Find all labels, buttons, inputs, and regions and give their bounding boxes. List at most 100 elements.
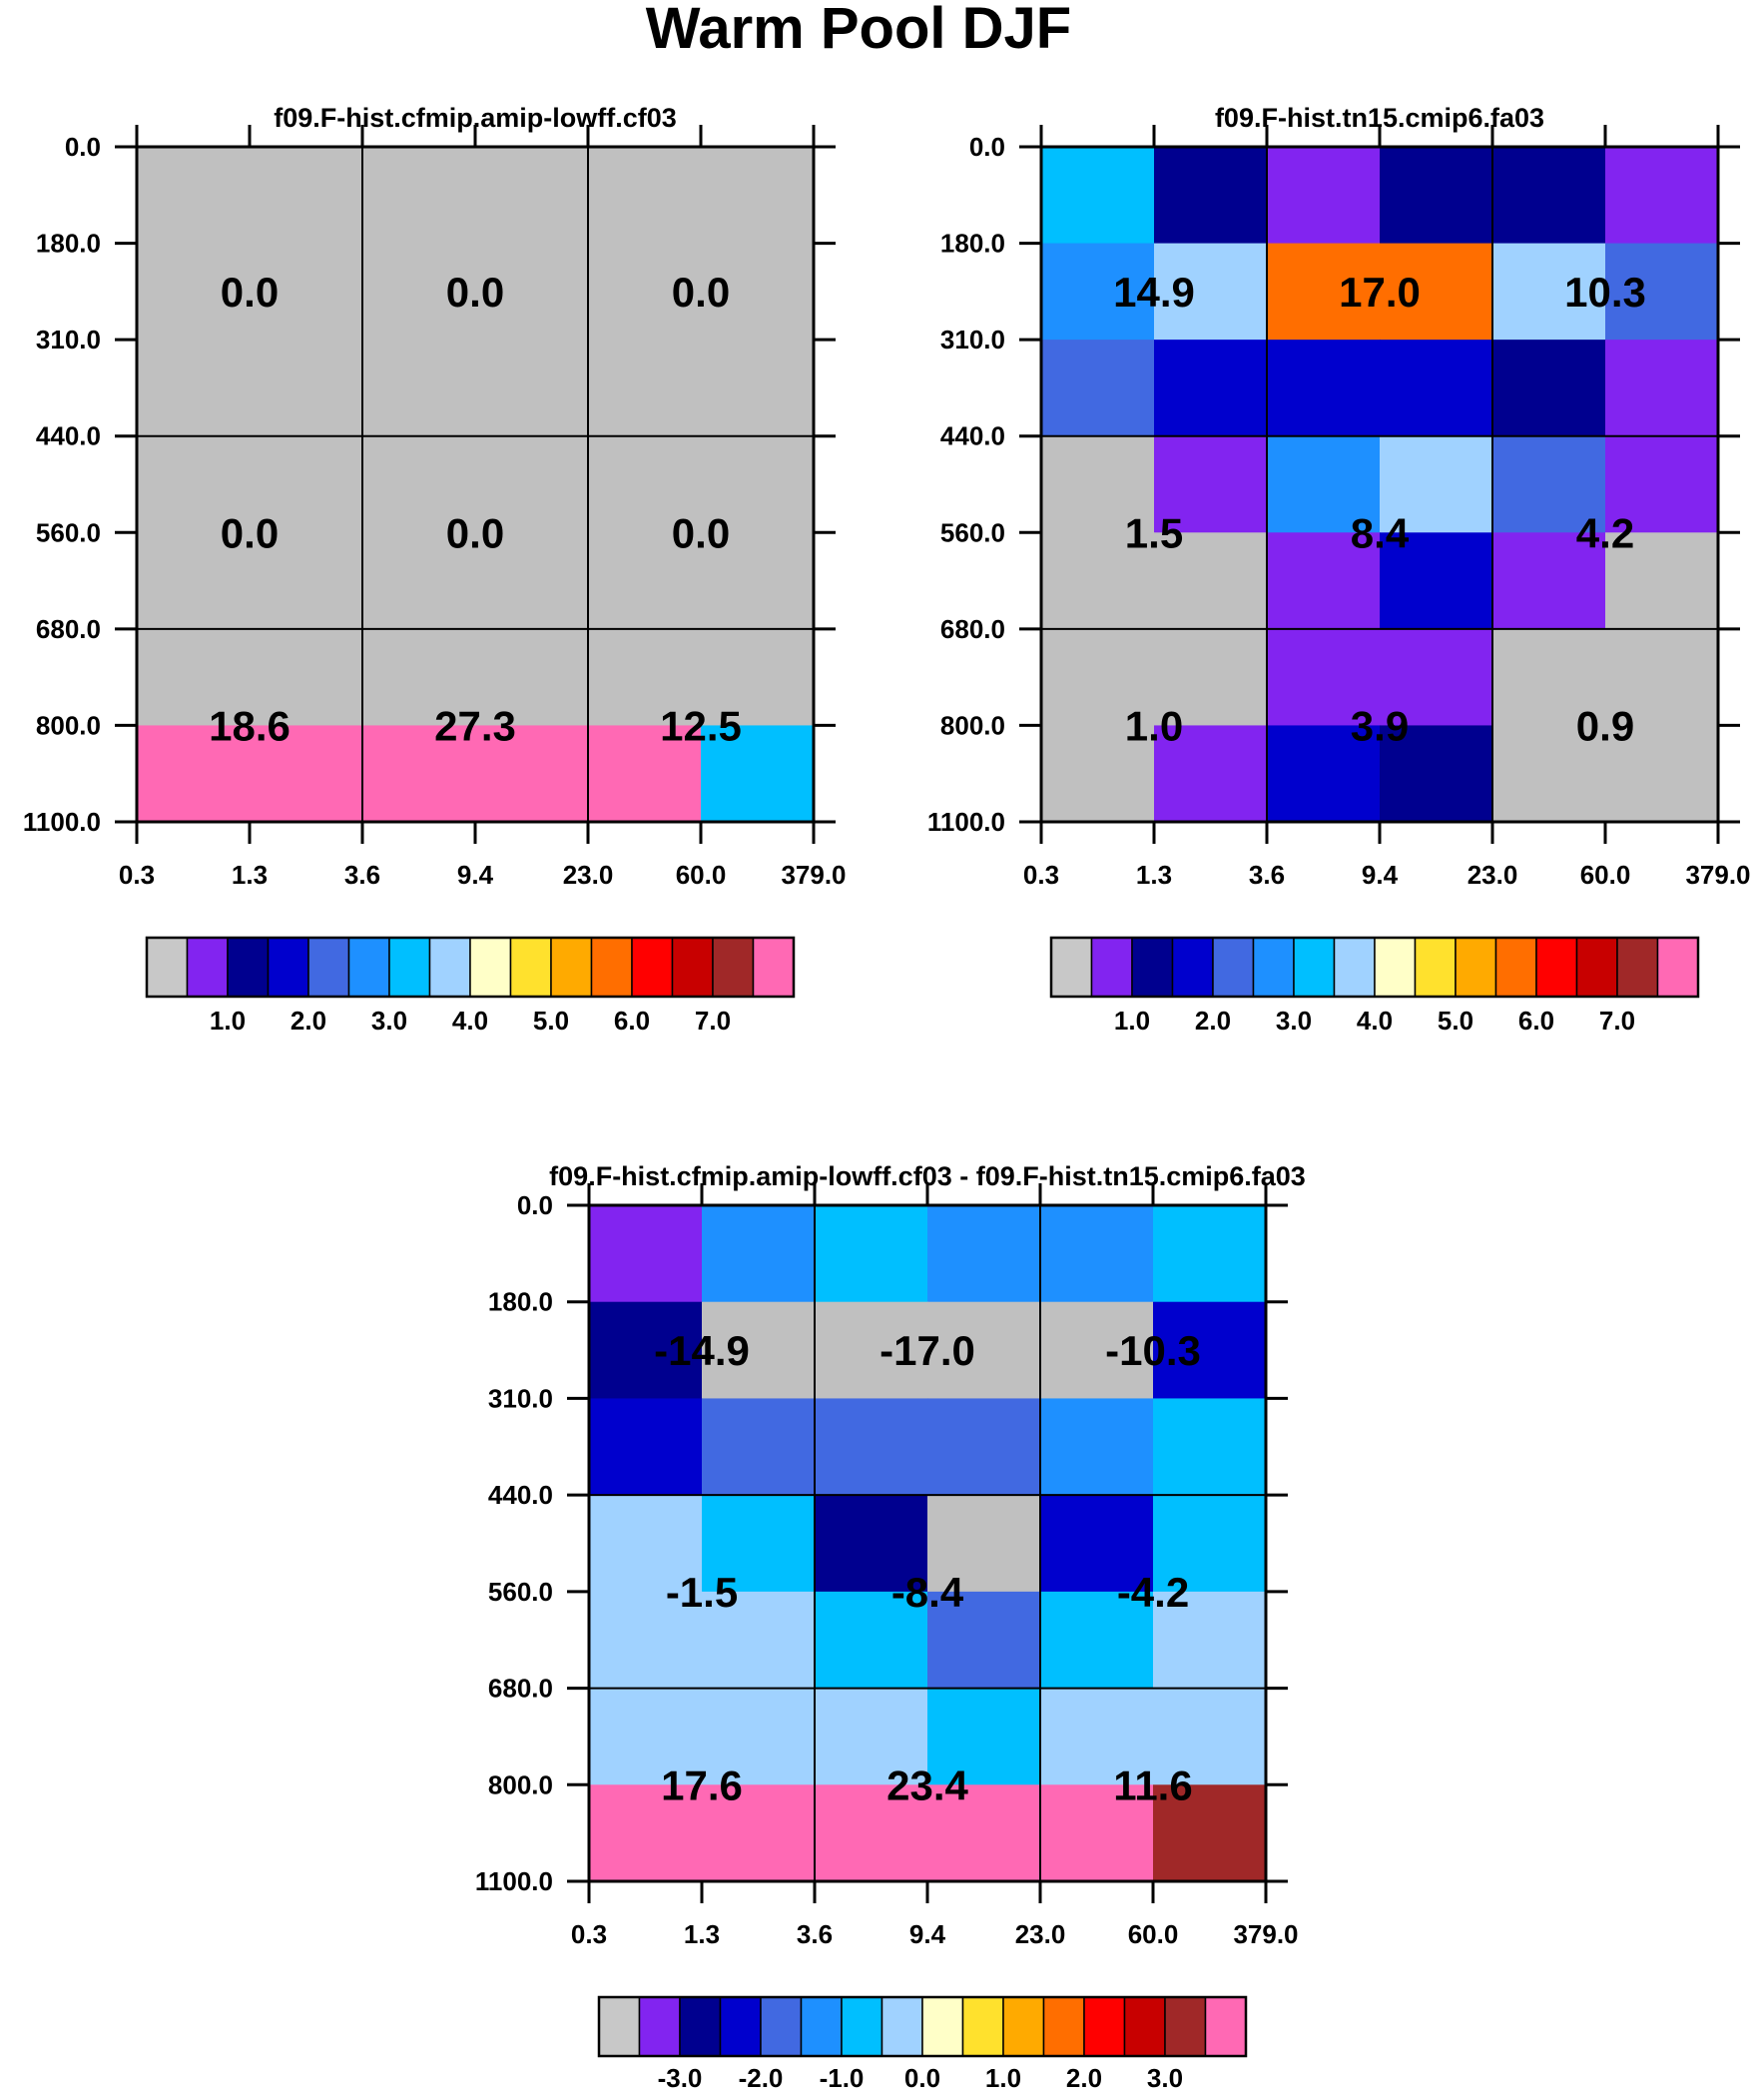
cell-value-label: 0.0 <box>672 269 730 316</box>
heatmap-cell <box>475 340 589 437</box>
heatmap-cell <box>137 435 251 533</box>
colorbar-swatch <box>388 937 431 998</box>
y-tick-label: 560.0 <box>36 517 101 547</box>
heatmap-cell <box>137 628 251 727</box>
heatmap-cell <box>589 1205 703 1303</box>
heatmap-cell <box>702 1301 816 1400</box>
heatmap-cell <box>1267 340 1381 437</box>
heatmap-cell <box>1040 1398 1154 1496</box>
x-tick-label: 23.0 <box>1467 860 1518 890</box>
colorbar: 1.0 2.0 3.0 4.0 5.0 6.0 7.0 <box>145 936 796 1036</box>
heatmap-cell <box>1040 1495 1154 1593</box>
cell-value-label: -1.5 <box>666 1569 738 1616</box>
heatmap-cell <box>475 628 589 727</box>
colorbar-frame <box>597 1995 1248 2058</box>
heatmap-cell <box>362 628 476 727</box>
heatmap-cell <box>250 725 363 823</box>
heatmap-cell <box>1153 1688 1267 1785</box>
colorbar-swatch <box>1171 937 1214 998</box>
heatmap-cell <box>1605 243 1719 341</box>
cell-value-label: 0.0 <box>446 509 504 556</box>
heatmap-cell <box>701 147 815 245</box>
colorbar-label: -2.0 <box>739 2063 784 2093</box>
colorbar-label: 4.0 <box>1357 1006 1393 1036</box>
heatmap-cell <box>588 532 702 630</box>
y-tick-label: 800.0 <box>488 1769 553 1799</box>
colorbar-swatch <box>921 1996 964 2057</box>
heatmap-cell <box>1605 147 1719 245</box>
heatmap-cell <box>588 147 702 245</box>
x-tick-label: 9.4 <box>457 860 494 890</box>
colorbar-swatch <box>1455 937 1497 998</box>
y-tick-label: 180.0 <box>488 1287 553 1317</box>
colorbar-label: 6.0 <box>614 1006 650 1036</box>
cell-value-label: 18.6 <box>209 702 291 749</box>
cell-value-label: 1.5 <box>1125 509 1183 556</box>
colorbar-swatch <box>841 1996 883 2057</box>
colorbar-label: 5.0 <box>1438 1006 1473 1036</box>
heatmap-cell <box>1154 340 1268 437</box>
colorbar-swatch <box>1002 1996 1045 2057</box>
x-tick-label: 9.4 <box>909 1919 946 1949</box>
colorbar-swatch <box>1090 937 1133 998</box>
heatmap-cell <box>815 1591 928 1690</box>
y-tick-label: 0.0 <box>517 1190 553 1220</box>
colorbar-swatch <box>752 937 795 998</box>
cell-value-label: 11.6 <box>1113 1761 1192 1808</box>
cell-value-label: 14.9 <box>1113 269 1195 316</box>
heatmap-cell <box>701 532 815 630</box>
y-tick-label: 1100.0 <box>23 807 101 837</box>
heatmap-cell <box>1041 243 1155 341</box>
heatmap-cell <box>1492 147 1606 245</box>
heatmap-cell <box>1153 1301 1267 1400</box>
colorbar: 1.0 2.0 3.0 4.0 5.0 6.0 7.0 <box>1049 936 1700 1036</box>
heatmap-cell <box>588 340 702 437</box>
cell-value-label: 10.3 <box>1564 269 1646 316</box>
colorbar-swatch <box>1204 1996 1247 2057</box>
colorbar-swatch <box>428 937 471 998</box>
y-tick-label: 440.0 <box>940 421 1005 451</box>
cell-value-label: -4.2 <box>1117 1569 1189 1616</box>
main-title: Warm Pool DJF <box>646 0 1071 61</box>
heatmap-cell <box>475 147 589 245</box>
heatmap-cell <box>1605 340 1719 437</box>
y-tick-label: 180.0 <box>36 229 101 259</box>
heatmap-cell <box>1267 147 1381 245</box>
heatmap-cell <box>137 340 251 437</box>
colorbar-swatch <box>880 1996 923 2057</box>
colorbar-swatch <box>598 1996 641 2057</box>
colorbar-swatch <box>1575 937 1618 998</box>
heatmap-cell <box>702 1591 816 1690</box>
colorbar-label: 6.0 <box>1518 1006 1554 1036</box>
cell-value-label: -17.0 <box>880 1327 975 1374</box>
heatmap-cell <box>475 725 589 823</box>
colorbar-swatch <box>347 937 390 998</box>
colorbar-swatch <box>186 937 229 998</box>
cell-value-label: 23.4 <box>886 1761 968 1808</box>
heatmap-cell <box>1041 147 1155 245</box>
heatmap-cell <box>250 532 363 630</box>
colorbar-label: 3.0 <box>1276 1006 1312 1036</box>
colorbar-swatch <box>961 1996 1004 2057</box>
colorbar-swatch <box>1131 937 1174 998</box>
heatmap-cell <box>475 532 589 630</box>
heatmap-cell <box>589 1591 703 1690</box>
colorbar-label: -3.0 <box>658 2063 703 2093</box>
panel-difference: f09.F-hist.cfmip.amip-lowff.cf03 - f09.F… <box>475 1161 1306 2093</box>
heatmap-cell <box>1380 243 1493 341</box>
heatmap-cell <box>815 1398 928 1496</box>
colorbar-swatch <box>1212 937 1255 998</box>
heatmap-cell <box>362 435 476 533</box>
heatmap-cell <box>1380 147 1493 245</box>
colorbar-swatch <box>550 937 593 998</box>
heatmap-cell <box>1492 435 1606 533</box>
heatmap-cell <box>1605 628 1719 727</box>
colorbar-swatch <box>146 937 189 998</box>
colorbar-label: 2.0 <box>1066 2063 1102 2093</box>
heatmap-cell <box>588 725 702 823</box>
cell-value-label: 0.0 <box>446 269 504 316</box>
heatmap-cell <box>1492 532 1606 630</box>
heatmap-cell <box>588 435 702 533</box>
colorbar-swatch <box>1164 1996 1207 2057</box>
